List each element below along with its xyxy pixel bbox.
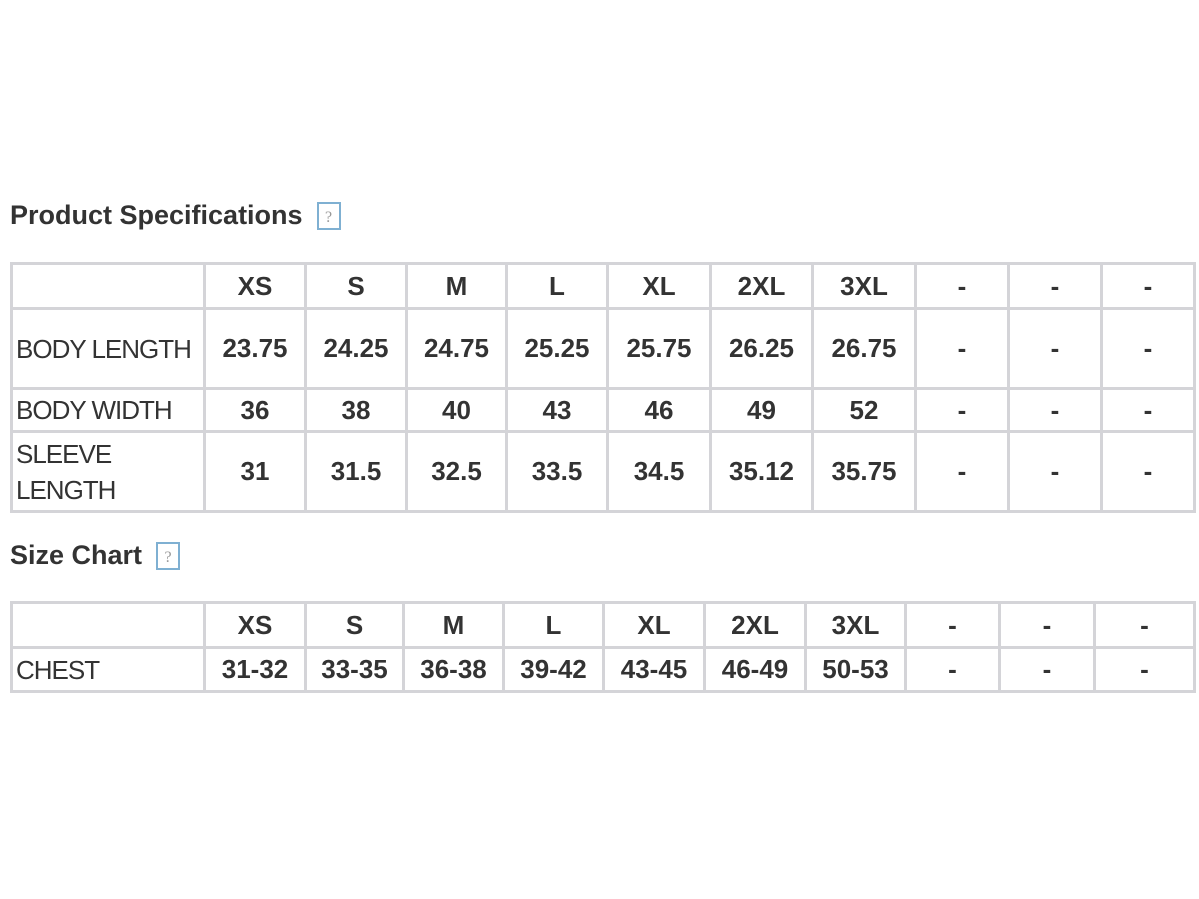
cell: 34.5 xyxy=(606,430,712,513)
cell: 39-42 xyxy=(502,646,605,693)
cell: - xyxy=(1007,430,1103,513)
cell: 36-38 xyxy=(402,646,505,693)
cell: - xyxy=(914,387,1010,433)
cell: 31-32 xyxy=(203,646,307,693)
size-header: - xyxy=(904,601,1001,649)
cell: 38 xyxy=(304,387,408,433)
size-header: L xyxy=(502,601,605,649)
cell: - xyxy=(1007,387,1103,433)
size-header: 3XL xyxy=(804,601,907,649)
cell: 31 xyxy=(203,430,307,513)
cell: - xyxy=(998,646,1096,693)
size-header: - xyxy=(998,601,1096,649)
cell: 33-35 xyxy=(304,646,405,693)
row-label: SLEEVE LENGTH xyxy=(10,430,206,513)
spec-table: XS S M L XL 2XL 3XL - - - CHEST 31-32 33-35 36-38 39-4… xyxy=(10,601,1196,693)
size-header: - xyxy=(914,262,1010,310)
cell: - xyxy=(1100,430,1196,513)
row-label: BODY WIDTH xyxy=(10,387,206,433)
size-header: 2XL xyxy=(703,601,807,649)
size-header: - xyxy=(1007,262,1103,310)
cell: 40 xyxy=(405,387,508,433)
size-header: XS xyxy=(203,601,307,649)
cell: - xyxy=(914,307,1010,390)
cell: 36 xyxy=(203,387,307,433)
cell: 23.75 xyxy=(203,307,307,390)
spec-table: XS S M L XL 2XL 3XL - - - BODY LENGTH 23.75 24.25 24.… xyxy=(10,262,1196,513)
size-header: M xyxy=(402,601,505,649)
cell: 43 xyxy=(505,387,609,433)
cell: - xyxy=(904,646,1001,693)
size-header: XL xyxy=(606,262,712,310)
section-title: Size Chart? xyxy=(10,540,181,571)
size-header: XS xyxy=(203,262,307,310)
cell: 50-53 xyxy=(804,646,907,693)
cell: - xyxy=(1100,307,1196,390)
size-header: 2XL xyxy=(709,262,814,310)
cell: 26.25 xyxy=(709,307,814,390)
cell: 35.12 xyxy=(709,430,814,513)
row-label: CHEST xyxy=(10,646,206,693)
size-header: M xyxy=(405,262,508,310)
data-row: BODY WIDTH 36 38 40 43 46 49 52- - - xyxy=(10,387,1196,433)
row-label: BODY LENGTH xyxy=(10,307,206,390)
section-title: Product Specifications? xyxy=(10,200,341,231)
cell: - xyxy=(914,430,1010,513)
cell: - xyxy=(1100,387,1196,433)
cell: 26.75 xyxy=(811,307,917,390)
size-header: S xyxy=(304,601,405,649)
size-header: - xyxy=(1100,262,1196,310)
cell: 25.25 xyxy=(505,307,609,390)
data-row: BODY LENGTH 23.75 24.25 24.75 25.25 25.75 26.2… xyxy=(10,307,1196,390)
help-icon: ? xyxy=(156,541,181,570)
cell: 52 xyxy=(811,387,917,433)
cell: - xyxy=(1093,646,1196,693)
cell: 25.75 xyxy=(606,307,712,390)
row-label xyxy=(10,262,206,310)
row-label xyxy=(10,601,206,649)
cell: 35.75 xyxy=(811,430,917,513)
size-header: S xyxy=(304,262,408,310)
size-header: 3XL xyxy=(811,262,917,310)
cell: - xyxy=(1007,307,1103,390)
cell: 33.5 xyxy=(505,430,609,513)
title-text: Product Specifications xyxy=(10,200,303,230)
size-header: XL xyxy=(602,601,706,649)
cell: 43-45 xyxy=(602,646,706,693)
header-row: XS S M L XL 2XL 3XL - - - xyxy=(10,262,1196,310)
title-text: Size Chart xyxy=(10,540,143,570)
cell: 49 xyxy=(709,387,814,433)
cell: 46-49 xyxy=(703,646,807,693)
size-header: L xyxy=(505,262,609,310)
help-icon: ? xyxy=(316,201,341,230)
size-header: - xyxy=(1093,601,1196,649)
cell: 31.5 xyxy=(304,430,408,513)
data-row: SLEEVE LENGTH 31 31.5 32.5 33.5 34.5 35.12 35.7… xyxy=(10,430,1196,513)
data-row: CHEST 31-32 33-35 36-38 39-42 43-45 46-49 50-53… xyxy=(10,646,1196,693)
cell: 32.5 xyxy=(405,430,508,513)
cell: 46 xyxy=(606,387,712,433)
cell: 24.25 xyxy=(304,307,408,390)
header-row: XS S M L XL 2XL 3XL - - - xyxy=(10,601,1196,649)
cell: 24.75 xyxy=(405,307,508,390)
